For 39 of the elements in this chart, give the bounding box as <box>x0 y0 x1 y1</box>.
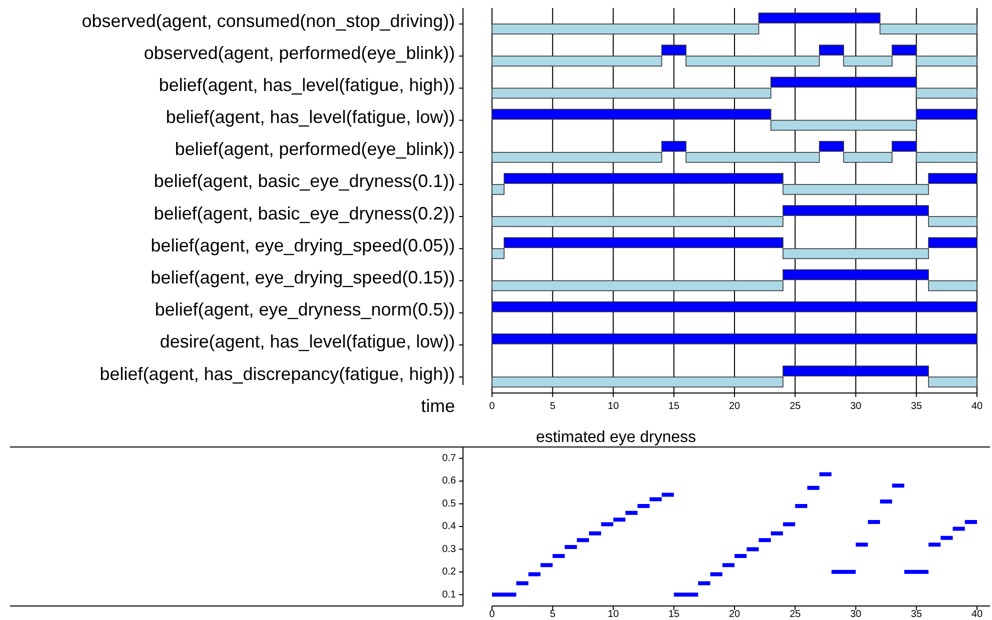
x-tick-label: 10 <box>608 609 620 620</box>
y-tick-label: observed(agent, consumed(non_stop_driving)) <box>82 10 455 31</box>
x-tick-label: 5 <box>550 609 556 620</box>
x-tick-label: 0 <box>489 609 496 620</box>
y-tick-label: belief(agent, has_level(fatigue, high)) <box>158 74 455 95</box>
y-tick-label: belief(agent, performed(eye_blink)) <box>174 139 455 160</box>
y-tick-label: belief(agent, basic_eye_dryness(0.2)) <box>154 203 455 224</box>
x-tick-label: 15 <box>668 401 680 412</box>
y-tick-label: belief(agent, has_discrepancy(fatigue, high)) <box>100 364 455 384</box>
y-tick-label: 0.2 <box>442 566 456 578</box>
x-tick-label: 30 <box>850 609 862 620</box>
y-tick-label: belief(agent, eye_drying_speed(0.05)) <box>150 235 455 256</box>
x-tick-label: 20 <box>728 609 740 620</box>
x-axis-title: time <box>420 396 455 416</box>
x-tick-label: 15 <box>668 609 680 620</box>
y-tick-label: desire(agent, has_level(fatigue, low)) <box>160 332 455 352</box>
x-tick-label: 20 <box>728 401 740 412</box>
y-tick-label: 0.6 <box>442 476 456 487</box>
x-tick-label: 0 <box>489 401 496 412</box>
x-tick-label: 5 <box>550 401 556 412</box>
y-tick-label: 0.5 <box>442 498 456 510</box>
x-tick-label: 35 <box>910 401 922 412</box>
y-tick-label: belief(agent, has_level(fatigue, low)) <box>166 107 455 128</box>
x-tick-label: 35 <box>910 609 922 620</box>
y-tick-label: 0.1 <box>442 589 456 600</box>
y-tick-label: observed(agent, performed(eye_blink)) <box>144 42 455 63</box>
y-tick-label: 0.4 <box>442 521 456 532</box>
x-tick-label: 40 <box>971 609 983 620</box>
y-tick-label: 0.7 <box>442 453 456 464</box>
chart-title: estimated eye dryness <box>536 429 696 446</box>
y-tick-label: belief(agent, eye_dryness_norm(0.5)) <box>154 300 455 320</box>
x-tick-label: 10 <box>608 401 620 412</box>
y-tick-label: belief(agent, eye_drying_speed(0.15)) <box>150 267 455 288</box>
y-tick-label: 0.3 <box>442 544 456 555</box>
x-tick-label: 30 <box>850 401 862 412</box>
y-tick-label: belief(agent, basic_eye_dryness(0.1)) <box>154 171 455 192</box>
x-tick-label: 25 <box>790 609 802 620</box>
x-tick-label: 40 <box>971 401 983 412</box>
x-tick-label: 25 <box>790 401 802 412</box>
